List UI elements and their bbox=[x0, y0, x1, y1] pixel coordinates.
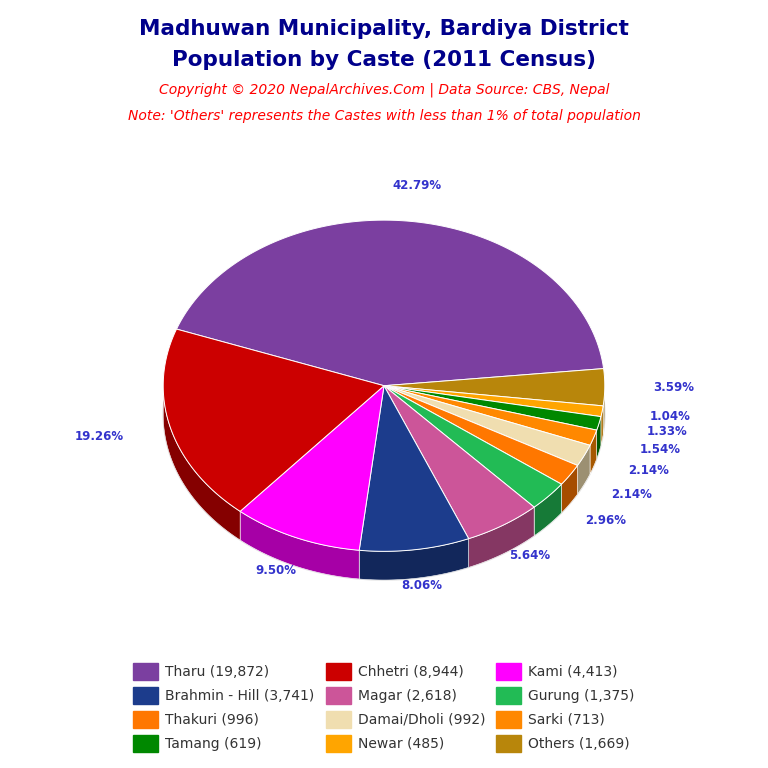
Polygon shape bbox=[240, 386, 384, 551]
Legend: Tharu (19,872), Brahmin - Hill (3,741), Thakuri (996), Tamang (619), Chhetri (8,: Tharu (19,872), Brahmin - Hill (3,741), … bbox=[127, 657, 641, 757]
Text: Note: 'Others' represents the Castes with less than 1% of total population: Note: 'Others' represents the Castes wit… bbox=[127, 109, 641, 123]
Text: 42.79%: 42.79% bbox=[392, 179, 442, 192]
Text: 1.54%: 1.54% bbox=[640, 442, 680, 455]
Text: Copyright © 2020 NepalArchives.Com | Data Source: CBS, Nepal: Copyright © 2020 NepalArchives.Com | Dat… bbox=[159, 82, 609, 97]
Text: 19.26%: 19.26% bbox=[74, 430, 124, 443]
Polygon shape bbox=[578, 445, 590, 494]
Text: 2.96%: 2.96% bbox=[584, 514, 626, 527]
Polygon shape bbox=[384, 369, 604, 406]
Polygon shape bbox=[384, 386, 603, 416]
Polygon shape bbox=[384, 386, 535, 538]
Text: 8.06%: 8.06% bbox=[401, 579, 442, 592]
Polygon shape bbox=[164, 389, 240, 540]
Polygon shape bbox=[603, 386, 604, 435]
Text: 9.50%: 9.50% bbox=[256, 564, 297, 578]
Polygon shape bbox=[240, 511, 359, 579]
Polygon shape bbox=[535, 484, 561, 536]
Polygon shape bbox=[561, 465, 578, 513]
Polygon shape bbox=[177, 220, 604, 386]
Polygon shape bbox=[468, 507, 535, 568]
Polygon shape bbox=[164, 249, 604, 580]
Polygon shape bbox=[597, 416, 601, 458]
Polygon shape bbox=[164, 329, 384, 511]
Polygon shape bbox=[384, 386, 578, 484]
Text: 5.64%: 5.64% bbox=[509, 549, 550, 562]
Polygon shape bbox=[601, 406, 603, 445]
Polygon shape bbox=[359, 386, 468, 551]
Text: Population by Caste (2011 Census): Population by Caste (2011 Census) bbox=[172, 50, 596, 70]
Text: 2.14%: 2.14% bbox=[611, 488, 652, 502]
Text: 3.59%: 3.59% bbox=[654, 381, 694, 394]
Polygon shape bbox=[384, 386, 597, 445]
Polygon shape bbox=[384, 386, 601, 430]
Text: 2.14%: 2.14% bbox=[628, 465, 669, 478]
Text: 1.04%: 1.04% bbox=[650, 410, 691, 423]
Polygon shape bbox=[384, 386, 590, 465]
Polygon shape bbox=[590, 430, 597, 474]
Polygon shape bbox=[384, 386, 561, 507]
Text: 1.33%: 1.33% bbox=[647, 425, 687, 439]
Text: Madhuwan Municipality, Bardiya District: Madhuwan Municipality, Bardiya District bbox=[139, 19, 629, 39]
Polygon shape bbox=[359, 538, 468, 580]
